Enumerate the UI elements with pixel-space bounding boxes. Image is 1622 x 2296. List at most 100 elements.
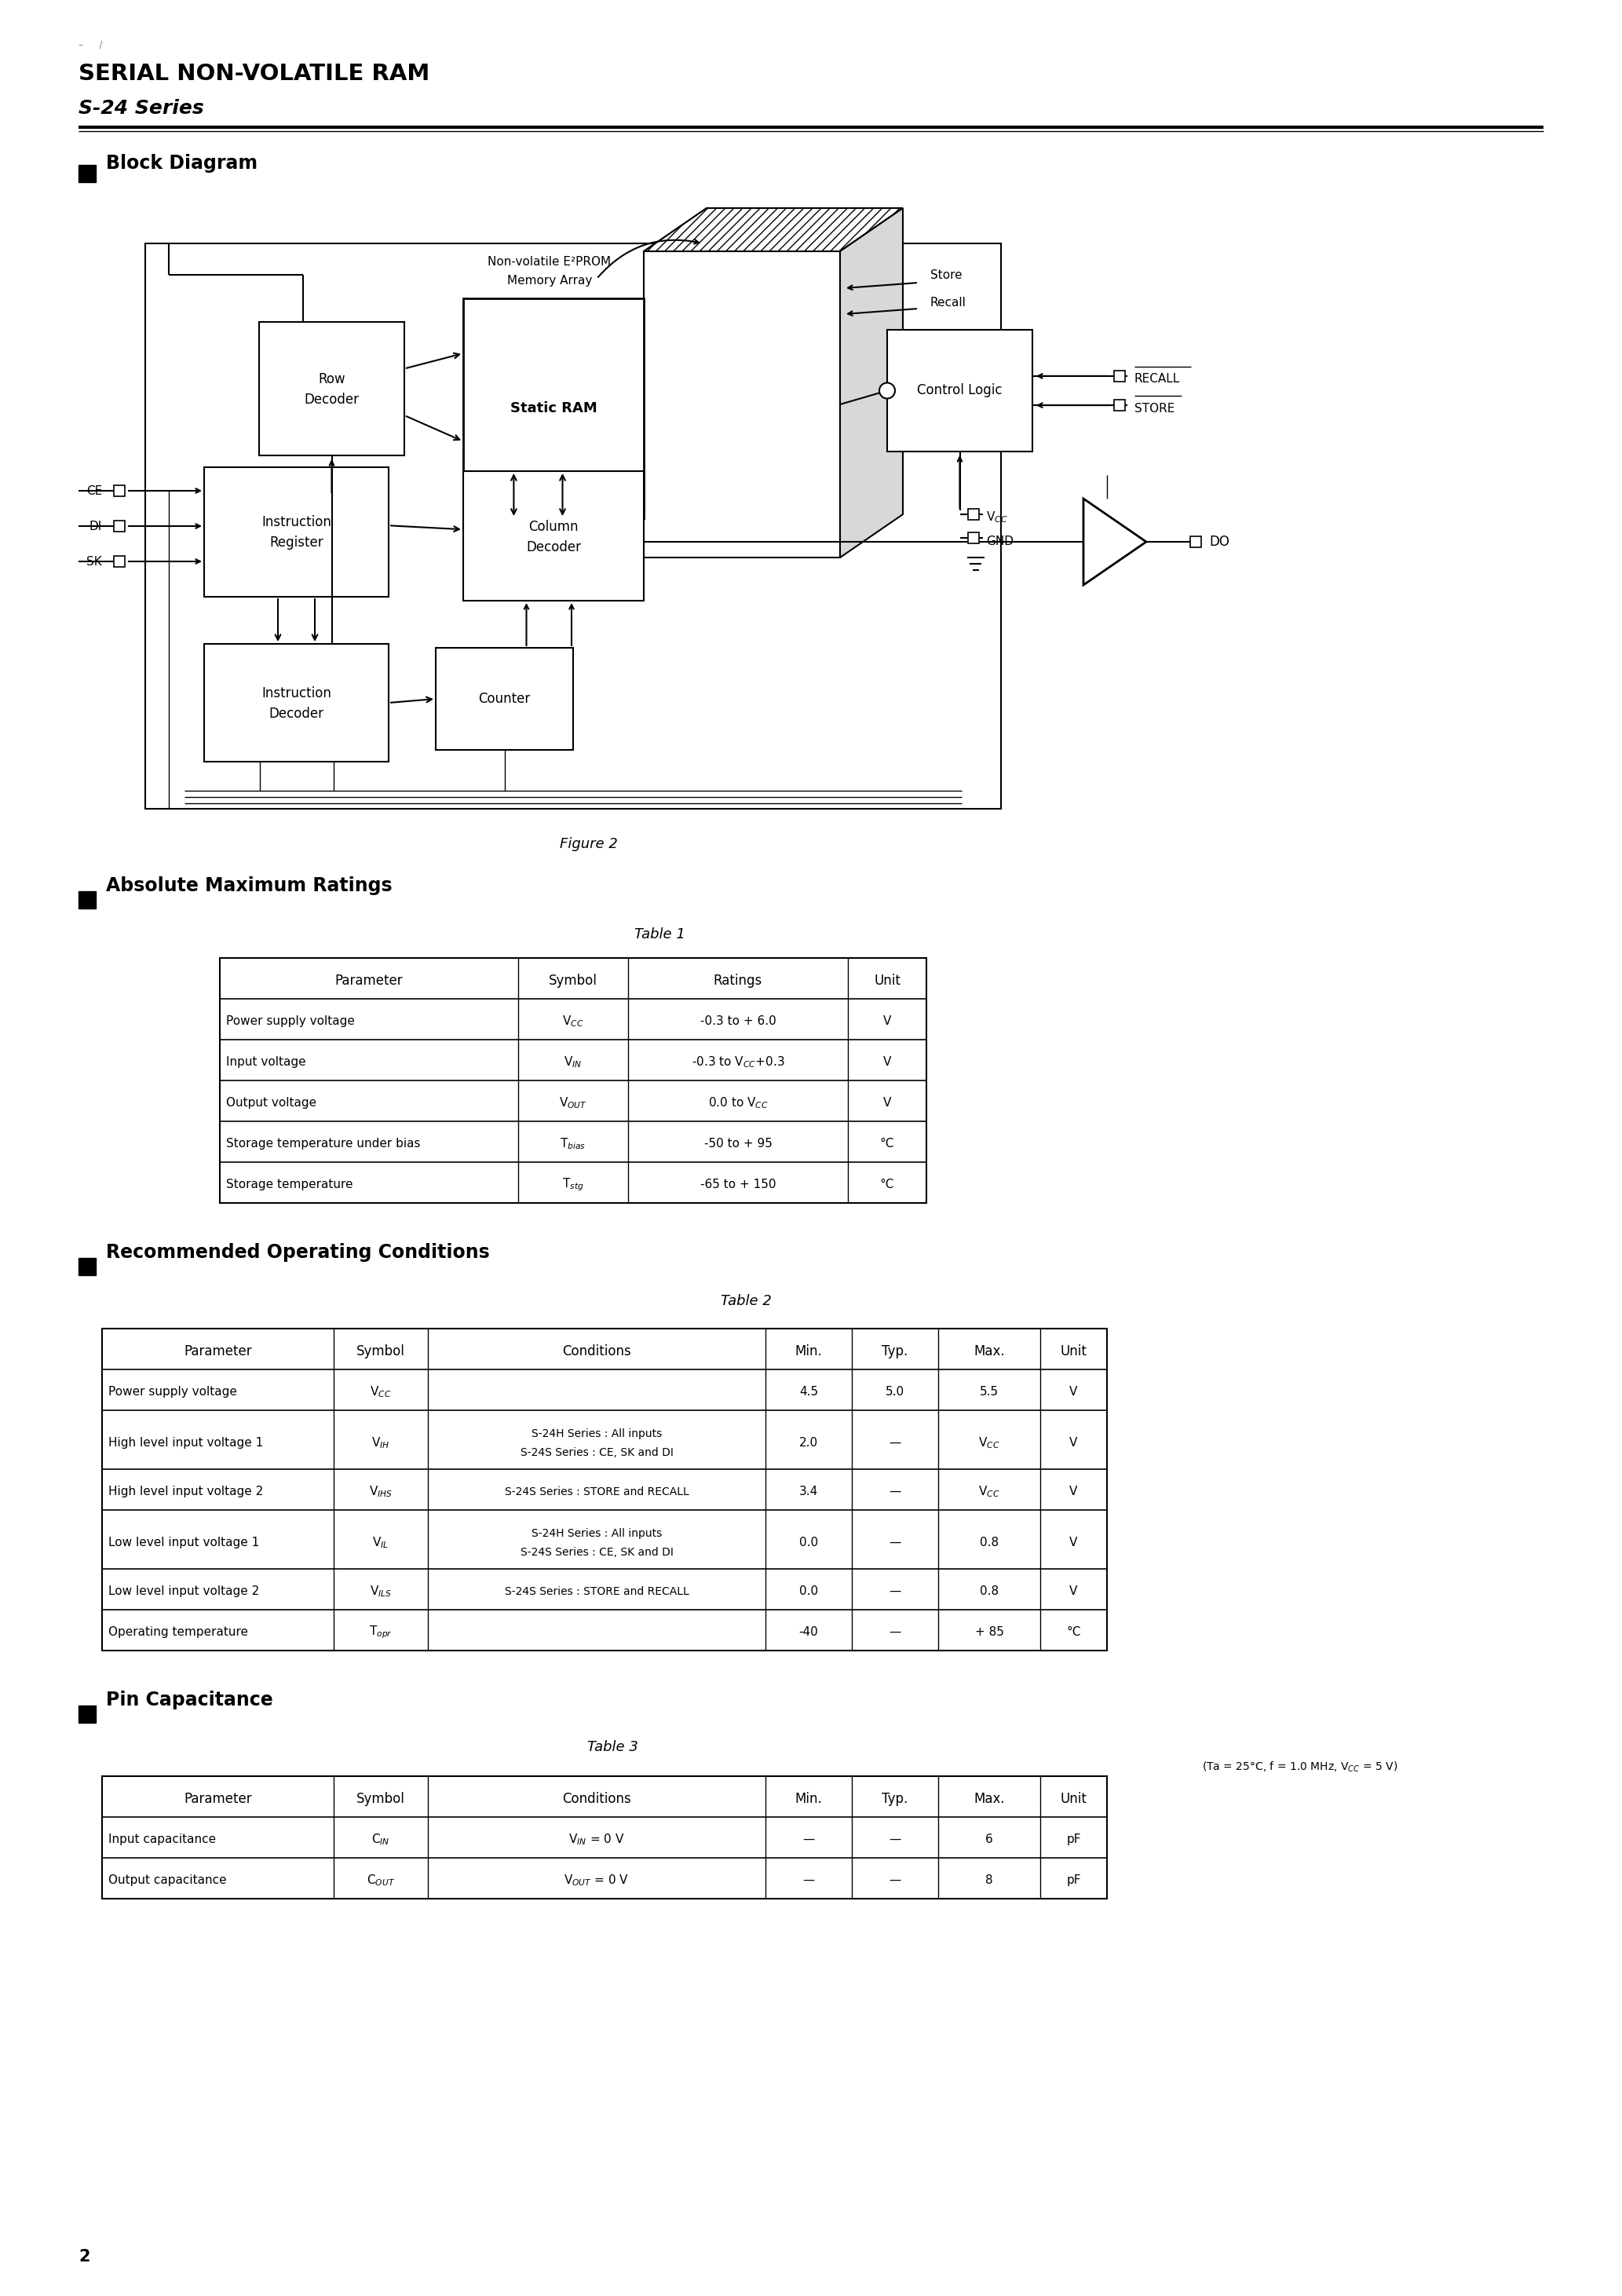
Text: -65 to + 150: -65 to + 150	[701, 1178, 775, 1192]
Text: -40: -40	[800, 1626, 819, 1637]
Text: V$_{IHS}$: V$_{IHS}$	[368, 1483, 393, 1499]
Text: V$_{IN}$: V$_{IN}$	[564, 1054, 582, 1070]
Text: Max.: Max.	[973, 1791, 1004, 1805]
Text: SERIAL NON-VOLATILE RAM: SERIAL NON-VOLATILE RAM	[78, 62, 430, 85]
Bar	[464, 298, 644, 519]
Bar	[204, 466, 389, 597]
Text: V: V	[882, 1015, 890, 1026]
Text: 2.0: 2.0	[800, 1437, 817, 1449]
Bar	[968, 510, 978, 519]
Text: Typ.: Typ.	[882, 1343, 908, 1359]
Bar	[464, 471, 644, 602]
Text: Instruction: Instruction	[261, 517, 331, 530]
Text: 0.8: 0.8	[980, 1587, 999, 1598]
Text: Low level input voltage 1: Low level input voltage 1	[109, 1536, 260, 1548]
Text: Power supply voltage: Power supply voltage	[109, 1387, 237, 1398]
Text: Figure 2: Figure 2	[560, 838, 618, 852]
Text: —: —	[889, 1874, 900, 1887]
Text: Output voltage: Output voltage	[225, 1097, 316, 1109]
Bar	[436, 647, 573, 751]
Text: Parameter: Parameter	[183, 1791, 251, 1805]
Text: SK: SK	[86, 556, 102, 567]
Text: V$_{IH}$: V$_{IH}$	[371, 1435, 389, 1451]
Text: Unit: Unit	[1061, 1343, 1087, 1359]
Text: 0.0: 0.0	[800, 1587, 817, 1598]
Text: 5.5: 5.5	[980, 1387, 999, 1398]
Text: Absolute Maximum Ratings: Absolute Maximum Ratings	[105, 877, 393, 895]
Text: V: V	[1069, 1587, 1077, 1598]
Text: 0.8: 0.8	[980, 1536, 999, 1548]
Bar	[1191, 537, 1202, 546]
Polygon shape	[1083, 498, 1147, 585]
Text: Column: Column	[529, 519, 579, 533]
Bar	[114, 484, 125, 496]
Text: STORE: STORE	[1134, 402, 1174, 413]
Text: -0.3 to + 6.0: -0.3 to + 6.0	[701, 1015, 775, 1026]
Text: 5.0: 5.0	[886, 1387, 905, 1398]
Text: S-24S Series : CE, SK and DI: S-24S Series : CE, SK and DI	[521, 1548, 673, 1559]
Text: + 85: + 85	[975, 1626, 1004, 1637]
Text: Max.: Max.	[973, 1343, 1004, 1359]
Bar	[146, 243, 1001, 808]
Text: CE: CE	[86, 484, 102, 496]
Text: DO: DO	[1208, 535, 1229, 549]
Text: –     /: – /	[78, 39, 102, 51]
Text: Static RAM: Static RAM	[509, 402, 597, 416]
Text: S-24S Series : CE, SK and DI: S-24S Series : CE, SK and DI	[521, 1446, 673, 1458]
Bar	[78, 891, 96, 909]
Text: Store: Store	[931, 269, 962, 280]
Bar	[114, 556, 125, 567]
Text: DI: DI	[89, 521, 102, 533]
Text: High level input voltage 2: High level input voltage 2	[109, 1486, 263, 1497]
Text: pF: pF	[1066, 1835, 1080, 1846]
Text: Decoder: Decoder	[305, 393, 358, 406]
Text: Recommended Operating Conditions: Recommended Operating Conditions	[105, 1242, 490, 1263]
Text: Decoder: Decoder	[526, 540, 581, 553]
Text: V: V	[1069, 1486, 1077, 1497]
Text: 8: 8	[986, 1874, 993, 1887]
Text: V$_{OUT}$: V$_{OUT}$	[560, 1095, 587, 1111]
Text: GND: GND	[986, 535, 1014, 546]
Bar	[102, 1329, 1106, 1651]
Text: Table 1: Table 1	[634, 928, 684, 941]
Text: Operating temperature: Operating temperature	[109, 1626, 248, 1637]
Text: °C: °C	[881, 1178, 894, 1192]
Text: High level input voltage 1: High level input voltage 1	[109, 1437, 263, 1449]
Text: Storage temperature under bias: Storage temperature under bias	[225, 1139, 420, 1150]
Text: S-24 Series: S-24 Series	[78, 99, 204, 117]
Text: V$_{ILS}$: V$_{ILS}$	[370, 1584, 393, 1598]
Bar	[221, 957, 926, 1203]
Text: Symbol: Symbol	[357, 1791, 406, 1805]
Bar	[887, 331, 1032, 452]
Text: —: —	[889, 1486, 900, 1497]
Text: —: —	[889, 1437, 900, 1449]
Text: Min.: Min.	[795, 1343, 822, 1359]
Text: Min.: Min.	[795, 1791, 822, 1805]
Text: Symbol: Symbol	[548, 974, 597, 987]
Text: V$_{CC}$: V$_{CC}$	[978, 1435, 1001, 1451]
Text: °C: °C	[881, 1139, 894, 1150]
Text: Table 2: Table 2	[720, 1295, 772, 1309]
Text: C$_{IN}$: C$_{IN}$	[371, 1832, 389, 1846]
Text: V$_{OUT}$ = 0 V: V$_{OUT}$ = 0 V	[564, 1874, 629, 1887]
Text: Control Logic: Control Logic	[916, 383, 1002, 397]
Text: Unit: Unit	[1061, 1791, 1087, 1805]
Text: S-24H Series : All inputs: S-24H Series : All inputs	[532, 1428, 662, 1440]
Bar	[114, 521, 125, 533]
Text: Recall: Recall	[931, 296, 967, 308]
Text: Low level input voltage 2: Low level input voltage 2	[109, 1587, 260, 1598]
Text: V$_{CC}$: V$_{CC}$	[563, 1015, 584, 1029]
Text: Output capacitance: Output capacitance	[109, 1874, 227, 1887]
Text: Table 3: Table 3	[587, 1740, 637, 1754]
Text: —: —	[803, 1874, 814, 1887]
Bar	[1114, 400, 1126, 411]
Text: T$_{stg}$: T$_{stg}$	[563, 1176, 584, 1192]
Text: V: V	[882, 1097, 890, 1109]
Polygon shape	[840, 209, 903, 558]
Text: T$_{opr}$: T$_{opr}$	[370, 1623, 393, 1639]
Text: V$_{CC}$: V$_{CC}$	[978, 1483, 1001, 1499]
Text: °C: °C	[1066, 1626, 1080, 1637]
Bar	[968, 533, 978, 544]
Text: 0.0 to V$_{CC}$: 0.0 to V$_{CC}$	[707, 1095, 769, 1111]
Text: —: —	[889, 1626, 900, 1637]
